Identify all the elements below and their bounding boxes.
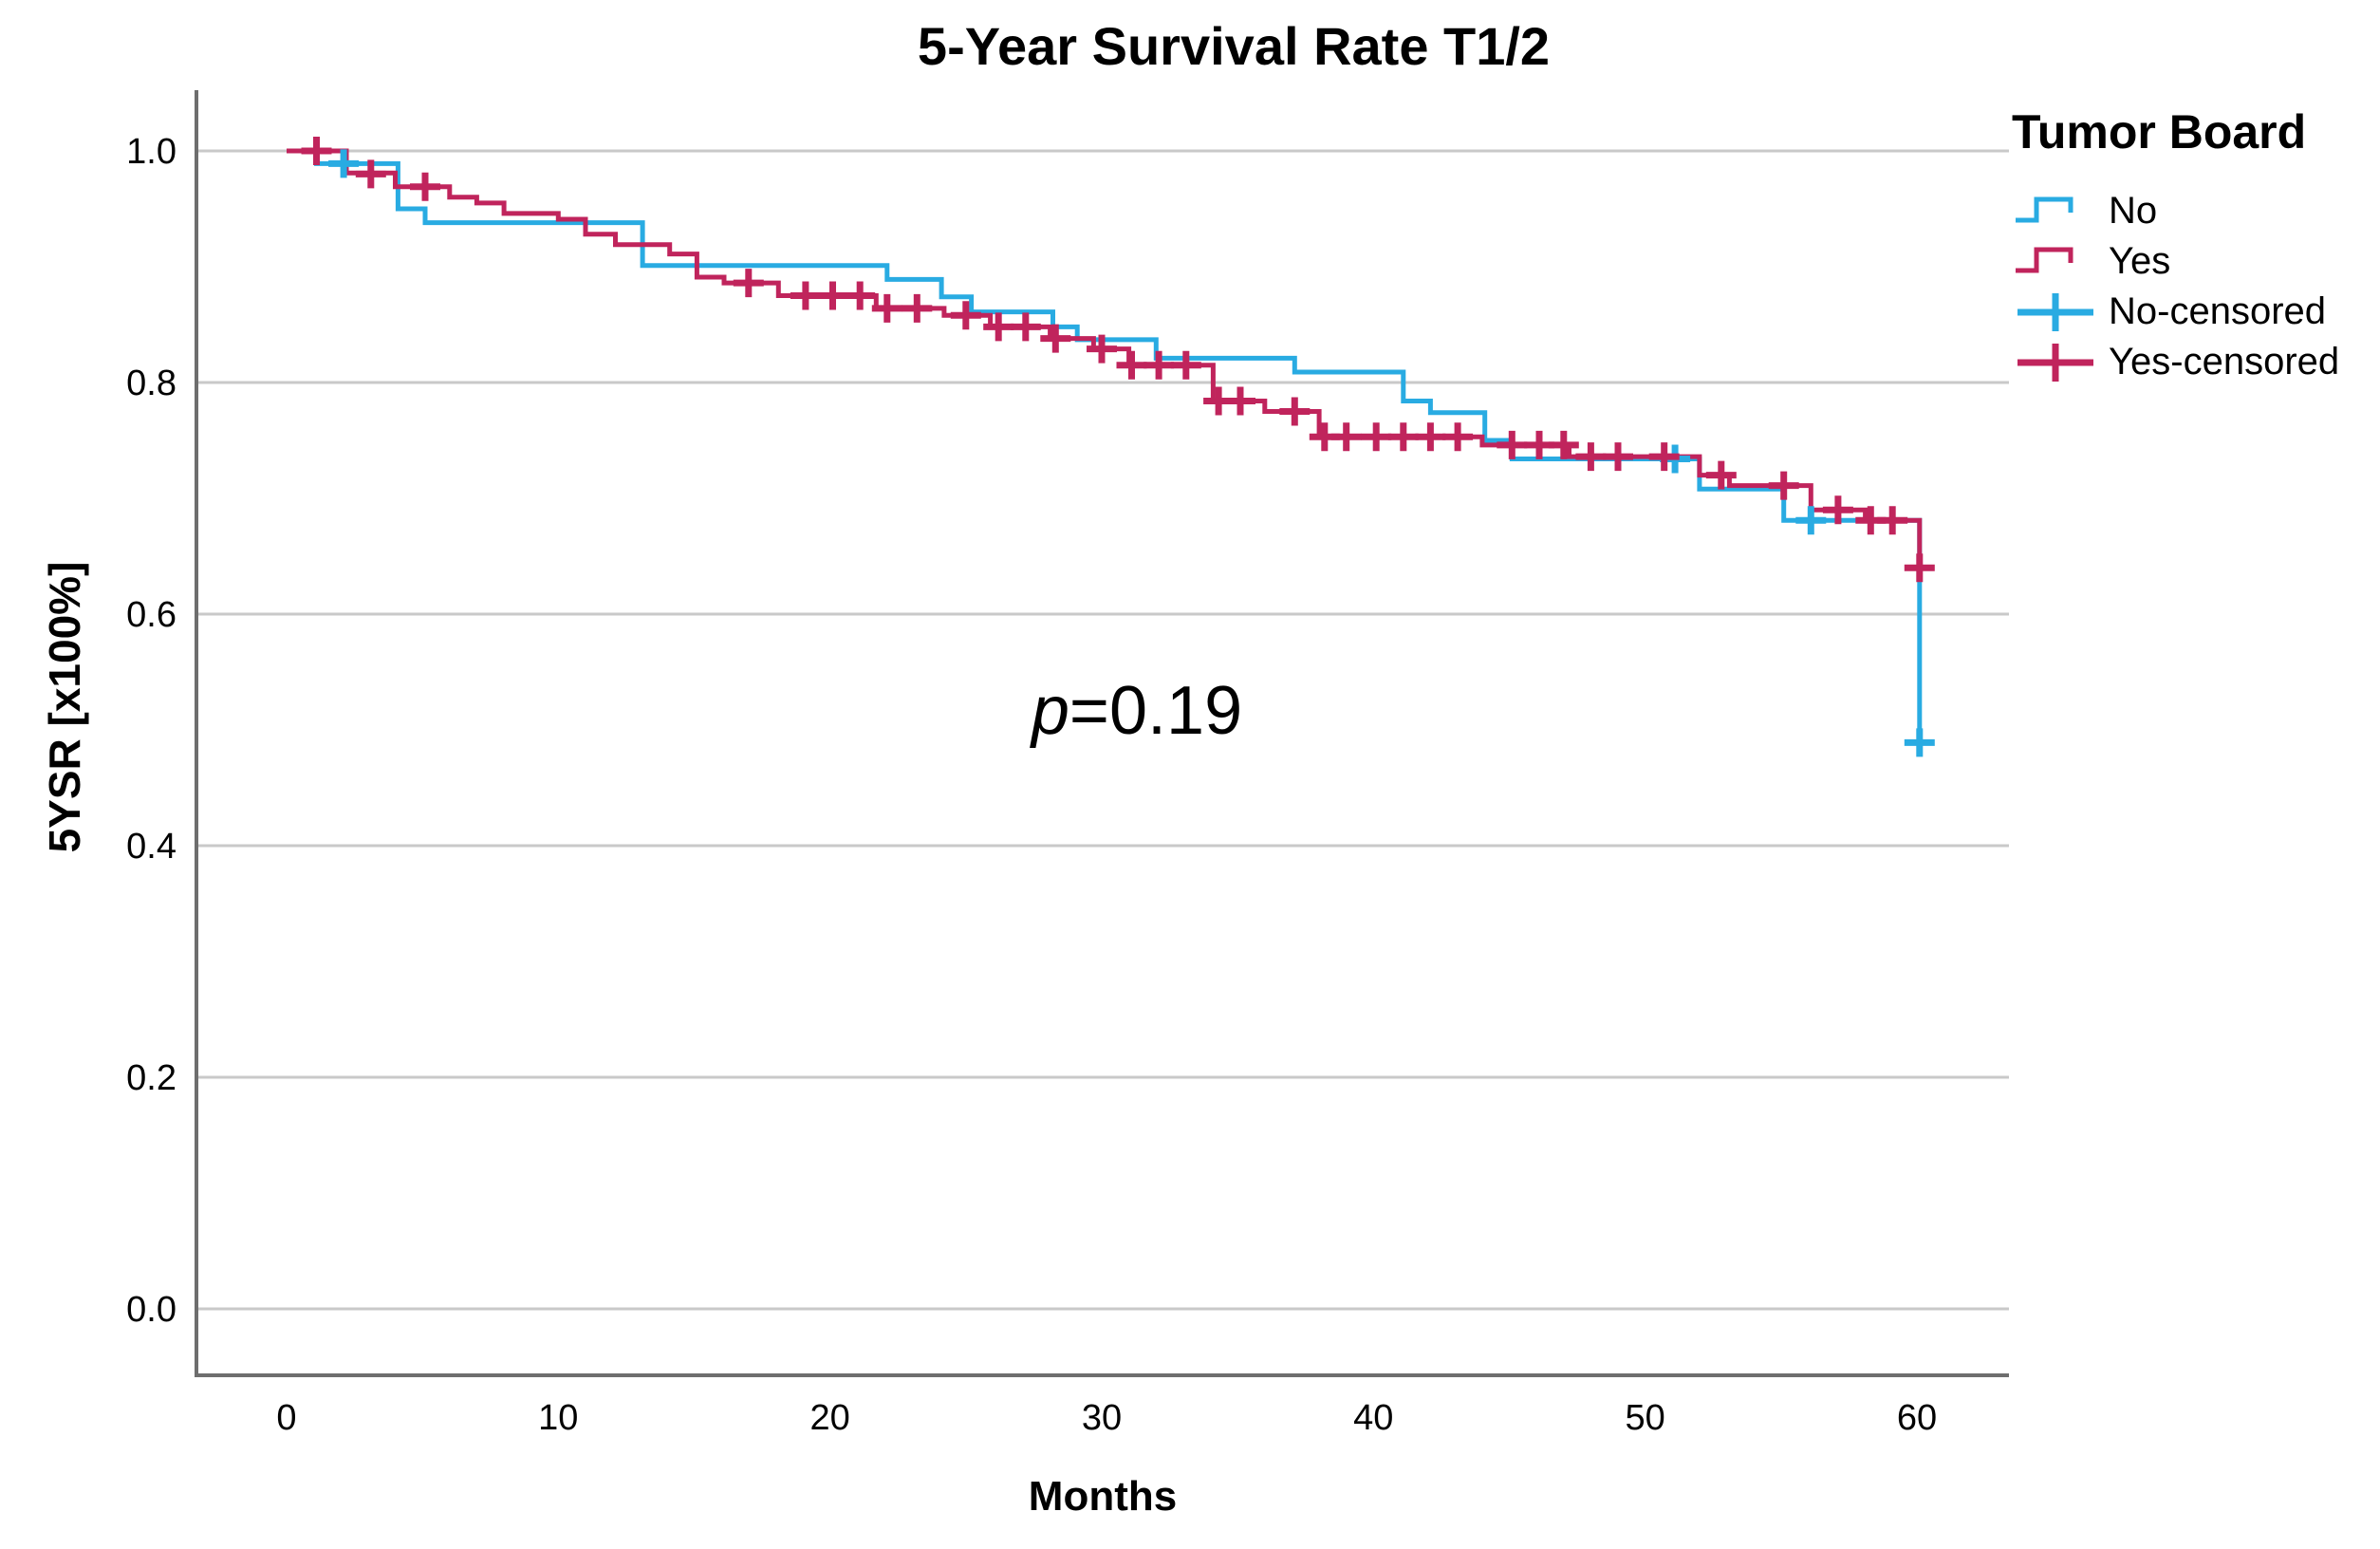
censor-mark-no — [1904, 728, 1935, 757]
x-tick-label: 40 — [1353, 1398, 1393, 1438]
legend-item-yes-censored: Yes-censored — [2012, 337, 2380, 387]
p-value: =0.19 — [1069, 673, 1243, 749]
legend-title: Tumor Board — [2012, 105, 2307, 159]
censor-mark-yes — [1116, 350, 1147, 380]
censor-mark-yes — [983, 312, 1014, 342]
legend-item-yes: Yes — [2012, 236, 2380, 287]
censor-mark-yes — [1225, 386, 1255, 416]
censor-mark-yes — [845, 281, 876, 310]
x-axis-title: Months — [1028, 1473, 1178, 1520]
censor-mark-yes — [1497, 430, 1528, 459]
censor-mark-yes — [733, 269, 764, 298]
chart-title: 5-Year Survival Rate T1/2 — [917, 16, 1551, 76]
censor-mark-yes — [902, 293, 933, 323]
legend-item-label: No-censored — [2109, 290, 2327, 332]
y-tick-label: 0.6 — [126, 595, 177, 635]
yes-censored-plus-icon — [2017, 343, 2093, 382]
censor-mark-yes — [790, 281, 821, 310]
legend-item-label: No — [2109, 190, 2158, 232]
censor-mark-yes — [355, 159, 386, 189]
y-tick-label: 0.4 — [126, 827, 177, 867]
censor-mark-no — [1795, 506, 1827, 535]
censor-mark-yes — [1279, 397, 1311, 426]
y-tick-label: 0.0 — [126, 1290, 177, 1330]
x-tick-label: 30 — [1082, 1398, 1122, 1438]
censor-mark-yes — [1387, 422, 1419, 452]
x-tick-label: 10 — [538, 1398, 578, 1438]
censor-mark-no — [328, 149, 360, 178]
censor-mark-yes — [1877, 506, 1908, 535]
x-tick-label: 0 — [276, 1398, 296, 1438]
legend-item-label: Yes-censored — [2109, 341, 2340, 383]
no-step-line-icon — [2016, 196, 2073, 222]
censor-mark-yes — [301, 137, 332, 165]
censor-mark-yes — [410, 172, 440, 201]
censor-mark-yes — [1603, 442, 1633, 472]
legend-item-no-censored: No-censored — [2012, 287, 2380, 337]
censor-mark-yes — [1040, 324, 1071, 353]
censor-mark-yes — [1575, 442, 1607, 472]
y-tick-label: 1.0 — [126, 132, 177, 172]
legend-item-label: Yes — [2109, 240, 2171, 282]
censor-mark-yes — [1415, 422, 1446, 452]
no-censored-plus-icon — [2017, 292, 2093, 331]
censor-mark-yes — [1705, 460, 1737, 490]
censor-mark-yes — [1442, 422, 1474, 452]
censor-mark-yes — [1170, 350, 1201, 380]
censor-mark-yes — [1144, 350, 1175, 380]
censor-mark-yes — [1768, 471, 1799, 500]
censor-mark-yes — [1904, 553, 1935, 583]
censor-mark-yes — [817, 281, 848, 310]
x-tick-label: 20 — [810, 1398, 850, 1438]
p-symbol: p — [1031, 673, 1069, 749]
legend-item-no: No — [2012, 186, 2380, 236]
x-tick-label: 60 — [1897, 1398, 1937, 1438]
yes-step-line-icon — [2016, 247, 2073, 272]
x-tick-label: 50 — [1625, 1398, 1664, 1438]
censor-mark-yes — [950, 301, 981, 330]
censor-mark-yes — [1330, 422, 1362, 452]
y-tick-label: 0.2 — [126, 1058, 177, 1098]
censor-mark-yes — [1087, 334, 1117, 364]
censor-mark-yes — [1010, 312, 1041, 342]
censor-mark-yes — [1648, 442, 1680, 472]
p-value-annotation: p=0.19 — [1032, 672, 1242, 750]
censor-mark-yes — [1361, 422, 1392, 452]
y-axis-title: 5YSR [x100%] — [40, 561, 89, 853]
censor-mark-yes — [1822, 495, 1853, 525]
censor-mark-yes — [871, 293, 902, 323]
censor-mark-yes — [1548, 430, 1579, 459]
y-tick-label: 0.8 — [126, 364, 177, 403]
legend: Tumor Board No Yes No-censored Yes-censo… — [2012, 104, 2380, 387]
